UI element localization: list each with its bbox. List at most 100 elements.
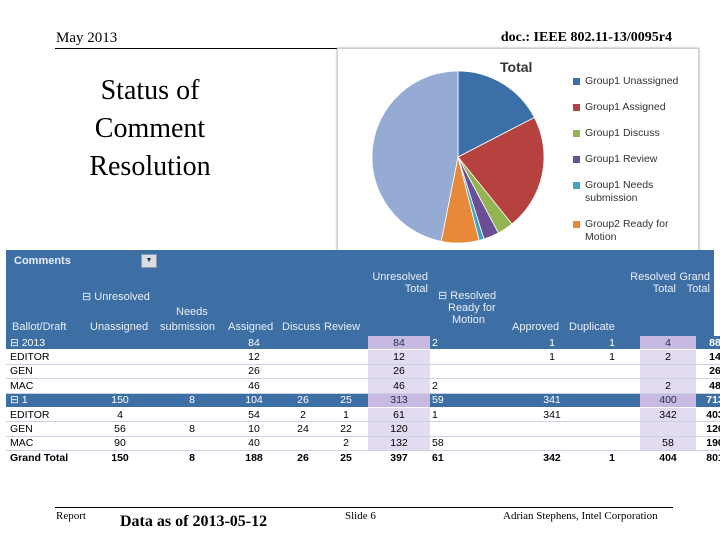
table-cell: 84 (226, 336, 282, 351)
table-cell (282, 378, 324, 394)
unresolved-group-header[interactable]: ⊟ Unresolved (82, 291, 150, 303)
table-cell: 190 (696, 436, 720, 452)
table-cell: 403 (696, 407, 720, 423)
col-header-duplicate: Duplicate (569, 321, 615, 333)
table-cell: 54 (226, 407, 282, 423)
table-cell: 4 (640, 336, 696, 351)
table-cell: 713 (696, 393, 720, 408)
header-doc-id: doc.: IEEE 802.11-13/0095r4 (500, 30, 672, 45)
table-cell: 397 (390, 451, 408, 464)
footer-report: Report (56, 510, 86, 522)
legend-label: Group1 Assigned (585, 101, 666, 113)
table-cell: 26 (282, 393, 324, 408)
table-row: MAC904021325858190 (6, 436, 720, 452)
unresolved-label: Unresolved (94, 291, 150, 303)
table-cell: 26 (226, 364, 282, 380)
table-cell (158, 349, 226, 365)
col-header-ballot[interactable]: Ballot/Draft (12, 321, 67, 333)
row-label: MAC (6, 378, 82, 394)
footer-author: Adrian Stephens, Intel Corporation (503, 510, 658, 522)
table-cell: 40 (226, 436, 282, 452)
table-cell: 801 (706, 451, 720, 464)
table-cell (584, 421, 640, 437)
table-cell: 90 (82, 436, 158, 452)
resolved-total-header: Resolved Total (616, 271, 676, 295)
row-label: EDITOR (6, 349, 82, 365)
table-cell (158, 378, 226, 394)
table-cell: 4 (82, 407, 158, 423)
table-cell: 2 (282, 407, 324, 423)
pie-chart (371, 70, 545, 244)
table-row: GEN568102422120120 (6, 421, 720, 437)
table-cell (158, 436, 226, 452)
header-date: May 2013 (56, 30, 118, 46)
col-header-approved: Approved (512, 321, 560, 333)
pie-legend: Group1 Unassigned Group1 Assigned Group1 D… (573, 75, 698, 257)
table-cell (584, 364, 640, 380)
header-text: Unresolved (372, 271, 428, 283)
table-cell: 342 (543, 451, 561, 464)
pie-chart-panel: Total Group1 Unassigned Group1 Assigned Gr… (337, 48, 699, 265)
table-cell (282, 349, 324, 365)
table-cell: 14 (696, 349, 720, 365)
table-cell: 400 (640, 393, 696, 408)
title-line: Comment (94, 113, 206, 144)
legend-label: Group1 Review (585, 153, 658, 165)
table-cell: 1 (520, 349, 584, 365)
table-cell: 1 (584, 349, 640, 365)
row-label[interactable]: ⊟ 2013 (6, 336, 82, 351)
table-cell: 188 (245, 451, 263, 464)
table-cell: 25 (324, 393, 368, 408)
row-label[interactable]: ⊟ 1 (6, 393, 82, 408)
pivot-table: Comments ▼ ⊟ Unresolved Unresolved Total… (6, 250, 720, 490)
resolved-group-header[interactable]: ⊟ Resolved Ready for Motion (438, 289, 496, 326)
table-cell (82, 364, 158, 380)
table-cell: 12 (368, 349, 430, 365)
table-cell: 1 (324, 407, 368, 423)
pie-slice (371, 70, 459, 242)
table-cell: 26 (696, 364, 720, 380)
table-cell: 88 (696, 336, 720, 351)
legend-item: Group1 Unassigned (573, 75, 698, 88)
grand-total-header: Grand Total (670, 271, 710, 295)
legend-item: Group2 Ready for Motion (573, 218, 698, 244)
table-cell: 24 (282, 421, 324, 437)
slide-title: Status of Comment Resolution (60, 72, 240, 186)
col-header-review: Review (324, 321, 361, 333)
table-cell: 2 (430, 336, 520, 351)
table-cell (324, 349, 368, 365)
table-cell: 26 (297, 451, 309, 464)
needs-header: Needs (176, 306, 208, 318)
table-cell: 132 (368, 436, 430, 452)
header-text: Motion (452, 314, 486, 326)
table-cell (158, 407, 226, 423)
table-cell (82, 349, 158, 365)
legend-swatch (573, 78, 580, 85)
header-text: ⊟ Resolved (438, 290, 497, 302)
legend-swatch (573, 104, 580, 111)
table-cell (640, 364, 696, 380)
header-text: Total (652, 283, 676, 295)
group-row: ⊟ 2013 84 84 2 1 1 4 88 (6, 336, 720, 351)
legend-swatch (573, 156, 580, 163)
header-text: Grand (679, 271, 710, 283)
col-header-assigned: Assigned (228, 321, 274, 333)
title-line: Status of (100, 75, 200, 106)
table-cell: 46 (226, 378, 282, 394)
table-cell: 341 (520, 407, 584, 423)
table-cell (158, 336, 226, 351)
row-label: GEN (6, 421, 82, 437)
table-cell: 404 (659, 451, 677, 464)
legend-label: Group2 Ready for Motion (585, 218, 669, 243)
legend-label: Group1 Unassigned (585, 75, 679, 87)
table-row: MAC 46 46 2 2 48 (6, 378, 720, 394)
table-cell: 8 (158, 421, 226, 437)
table-cell: 8 (189, 451, 195, 464)
row-label: Grand Total (10, 451, 69, 464)
table-cell: 2 (640, 349, 696, 365)
header-text: Resolved (630, 271, 676, 283)
table-cell (324, 378, 368, 394)
filter-dropdown-button[interactable]: ▼ (141, 254, 157, 268)
table-cell: 1 (584, 336, 640, 351)
table-cell: 84 (368, 336, 430, 351)
